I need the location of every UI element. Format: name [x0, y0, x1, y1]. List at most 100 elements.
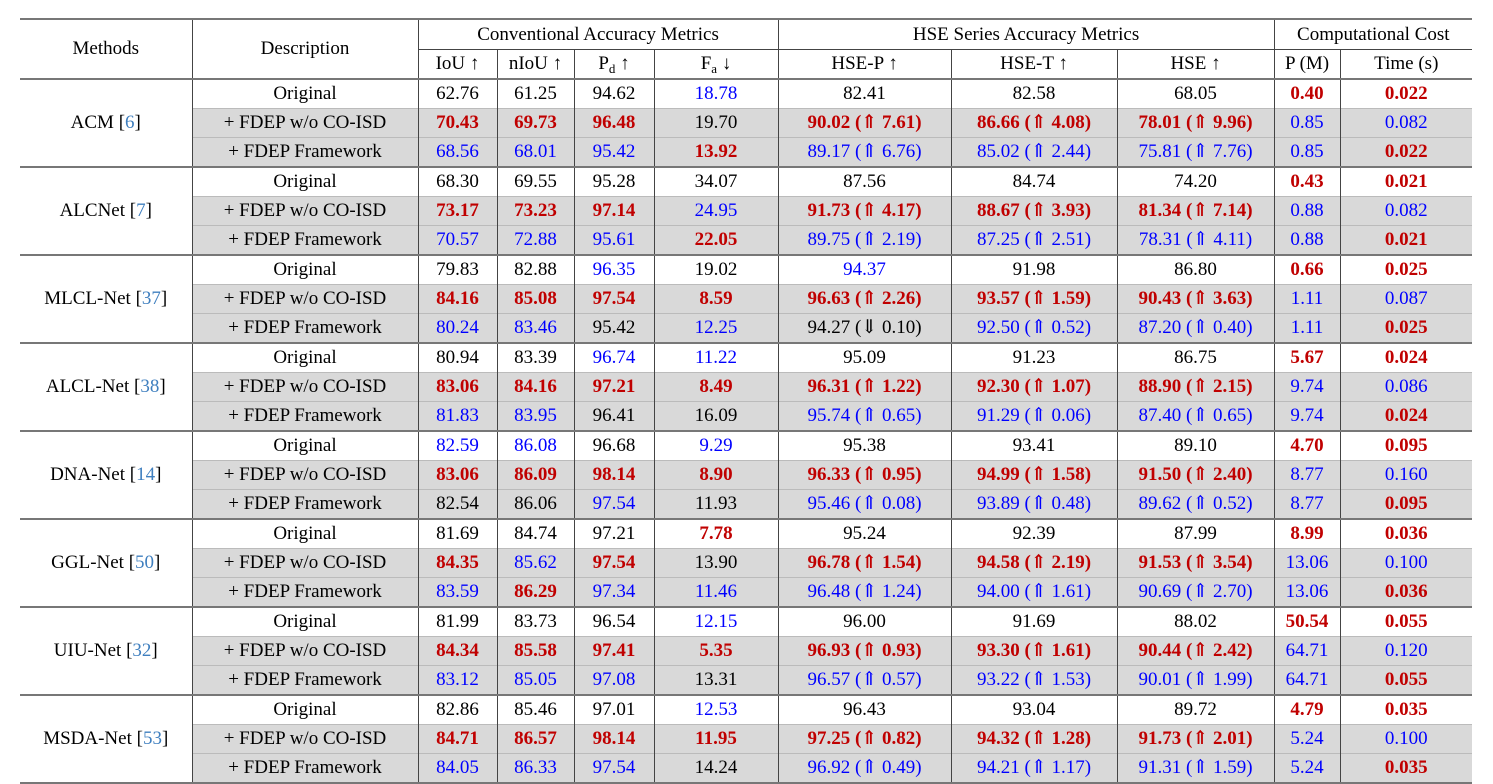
value-cell-pd: 97.34	[573, 577, 654, 607]
value-cell-niou: 86.29	[496, 577, 574, 607]
value-cell-hse-t: 93.22 (⇑ 1.53)	[950, 665, 1118, 695]
value-cell-fa: 7.78	[653, 518, 779, 549]
group-hse: HSE Series Accuracy Metrics	[777, 18, 1275, 50]
value-cell-fa: 8.90	[653, 460, 779, 490]
table-row: + FDEP Framework 82.54 86.06 97.54 11.93 95.4…	[20, 489, 1473, 519]
value-cell-time: 0.082	[1339, 196, 1473, 226]
value-cell-pd: 97.54	[573, 548, 654, 578]
col-time: Time (s)	[1339, 49, 1473, 79]
table-row: + FDEP Framework 83.12 85.05 97.08 13.31 96.5…	[20, 665, 1473, 695]
value-cell-hse-t: 93.41	[950, 430, 1118, 461]
value-cell-params: 1.11	[1273, 284, 1341, 314]
value-cell-fa: 12.15	[653, 606, 779, 637]
description-cell: + FDEP Framework	[191, 665, 418, 695]
value-cell-hse-t: 86.66 (⇑ 4.08)	[950, 108, 1118, 138]
citation-link[interactable]: 50	[135, 552, 155, 573]
table-row: + FDEP w/o CO-ISD 84.35 85.62 97.54 13.90 96.…	[20, 548, 1473, 578]
value-cell-hse: 75.81 (⇑ 7.76)	[1116, 137, 1275, 167]
col-fa: Fa ↓	[653, 49, 779, 79]
col-label: IoU	[435, 53, 466, 74]
col-label: nIoU	[508, 53, 548, 74]
group-cost: Computational Cost	[1273, 18, 1473, 50]
value-cell-hse-t: 84.74	[950, 166, 1118, 197]
value-cell-hse: 91.73 (⇑ 2.01)	[1116, 724, 1275, 754]
value-cell-fa: 12.53	[653, 694, 779, 725]
value-cell-iou: 70.57	[417, 225, 497, 255]
description-cell: + FDEP w/o CO-ISD	[191, 548, 418, 578]
method-name: GGL-Net [50]	[20, 518, 192, 607]
value-cell-params: 50.54	[1273, 606, 1341, 637]
value-cell-hse-t: 93.89 (⇑ 0.48)	[950, 489, 1118, 519]
value-cell-fa: 19.70	[653, 108, 779, 138]
description-cell: Original	[191, 166, 418, 197]
arrow-up-icon: ↑	[1053, 53, 1068, 74]
value-cell-time: 0.021	[1339, 225, 1473, 255]
value-cell-hse: 78.31 (⇑ 4.11)	[1116, 225, 1275, 255]
value-cell-hse: 90.44 (⇑ 2.42)	[1116, 636, 1275, 666]
value-cell-hse-t: 94.32 (⇑ 1.28)	[950, 724, 1118, 754]
table-row: MLCL-Net [37] Original 79.83 82.88 96.35 19.0…	[20, 254, 1473, 343]
arrow-up-icon: ↑	[615, 53, 630, 74]
col-methods: Methods	[20, 18, 192, 79]
method-name: ALCL-Net [38]	[20, 342, 192, 431]
value-cell-iou: 82.54	[417, 489, 497, 519]
value-cell-iou: 81.69	[417, 518, 497, 549]
value-cell-time: 0.082	[1339, 108, 1473, 138]
value-cell-niou: 69.73	[496, 108, 574, 138]
table-row: + FDEP w/o CO-ISD 83.06 86.09 98.14 8.90 96.3…	[20, 460, 1473, 490]
value-cell-hse-t: 94.21 (⇑ 1.17)	[950, 753, 1118, 784]
value-cell-hse: 91.31 (⇑ 1.59)	[1116, 753, 1275, 784]
value-cell-hse: 89.72	[1116, 694, 1275, 725]
table-row: ALCNet [7] Original 68.30 69.55 95.28 34.07 87…	[20, 166, 1473, 255]
value-cell-time: 0.095	[1339, 489, 1473, 519]
citation-link[interactable]: 14	[136, 464, 156, 485]
value-cell-fa: 12.25	[653, 313, 779, 343]
value-cell-iou: 62.76	[417, 78, 497, 109]
col-label: Time (s)	[1374, 53, 1439, 74]
value-cell-hse: 90.43 (⇑ 3.63)	[1116, 284, 1275, 314]
value-cell-niou: 85.62	[496, 548, 574, 578]
description-cell: Original	[191, 694, 418, 725]
value-cell-params: 4.70	[1273, 430, 1341, 461]
description-cell: + FDEP Framework	[191, 313, 418, 343]
col-label: P	[598, 53, 609, 74]
col-pd: Pd ↑	[573, 49, 654, 79]
method-name: MSDA-Net [53]	[20, 694, 192, 784]
value-cell-params: 13.06	[1273, 548, 1341, 578]
citation-link[interactable]: 6	[125, 112, 135, 133]
value-cell-hse-p: 94.27 (⇓ 0.10)	[777, 313, 952, 343]
value-cell-fa: 18.78	[653, 78, 779, 109]
citation-link[interactable]: 37	[141, 288, 161, 309]
value-cell-hse-t: 91.29 (⇑ 0.06)	[950, 401, 1118, 431]
value-cell-hse-t: 93.57 (⇑ 1.59)	[950, 284, 1118, 314]
value-cell-pd: 98.14	[573, 724, 654, 754]
citation-link[interactable]: 38	[140, 376, 160, 397]
citation-link[interactable]: 7	[136, 200, 146, 221]
value-cell-fa: 11.22	[653, 342, 779, 373]
col-label: HSE-T	[1000, 53, 1054, 74]
description-cell: Original	[191, 254, 418, 285]
value-cell-iou: 68.30	[417, 166, 497, 197]
value-cell-params: 0.66	[1273, 254, 1341, 285]
method-label: UIU-Net	[53, 640, 127, 661]
table-header: Methods Description Conventional Accurac…	[20, 18, 1473, 79]
value-cell-hse: 87.20 (⇑ 0.40)	[1116, 313, 1275, 343]
value-cell-pd: 94.62	[573, 78, 654, 109]
value-cell-hse-t: 94.99 (⇑ 1.58)	[950, 460, 1118, 490]
value-cell-fa: 9.29	[653, 430, 779, 461]
table-row: ACM [6] Original 62.76 61.25 94.62 18.78 82.41…	[20, 78, 1473, 167]
value-cell-hse-p: 89.17 (⇑ 6.76)	[777, 137, 952, 167]
value-cell-niou: 85.58	[496, 636, 574, 666]
citation-link[interactable]: 32	[132, 640, 152, 661]
citation-link[interactable]: 53	[142, 728, 162, 749]
value-cell-iou: 83.59	[417, 577, 497, 607]
value-cell-niou: 61.25	[496, 78, 574, 109]
table-row: GGL-Net [50] Original 81.69 84.74 97.21 7.78 9…	[20, 518, 1473, 607]
value-cell-time: 0.160	[1339, 460, 1473, 490]
value-cell-params: 64.71	[1273, 665, 1341, 695]
table-row: MSDA-Net [53] Original 82.86 85.46 97.01 12.5…	[20, 694, 1473, 784]
description-cell: Original	[191, 518, 418, 549]
value-cell-hse-p: 89.75 (⇑ 2.19)	[777, 225, 952, 255]
value-cell-niou: 86.06	[496, 489, 574, 519]
value-cell-hse-t: 92.39	[950, 518, 1118, 549]
